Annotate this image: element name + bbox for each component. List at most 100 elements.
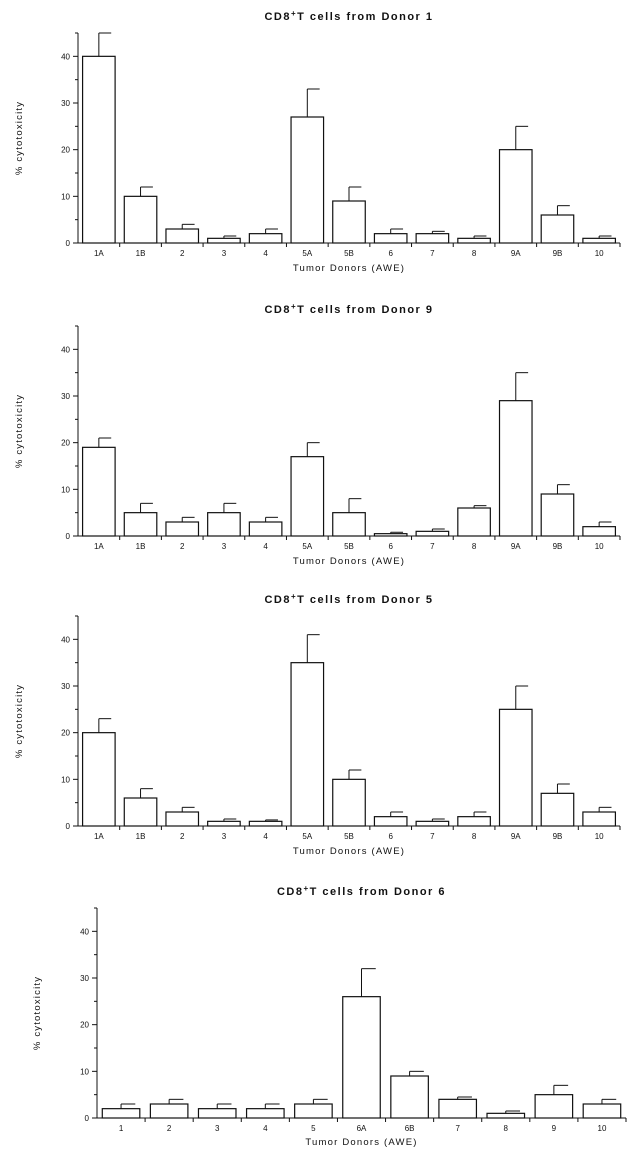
x-tick-label: 4	[263, 249, 268, 258]
y-tick-label: 40	[61, 635, 70, 644]
bar	[540, 214, 575, 244]
chart-panel-3: CD8+T cells from Donor 5 0 10 20 30 40 % cytot…	[14, 592, 621, 857]
chart-title-main: CD8	[264, 11, 291, 23]
bar	[373, 533, 408, 537]
x-tick-label: 8	[504, 1124, 509, 1133]
chart-panel-2: CD8+T cells from Donor 9 0 10 20 30 40 % cytot…	[14, 302, 621, 567]
x-tick-label: 10	[595, 249, 604, 258]
bar	[332, 512, 366, 537]
x-tick-label: 9A	[511, 249, 521, 258]
y-tick-label: 0	[85, 1114, 90, 1123]
y-tick-label: 40	[80, 927, 89, 936]
chart-title-superscript: +	[291, 9, 297, 18]
x-tick-label: 3	[215, 1124, 220, 1133]
chart-title-main: CD8	[264, 594, 291, 606]
x-tick-label: 4	[263, 1124, 268, 1133]
bar	[457, 507, 491, 537]
x-tick-label: 5	[311, 1124, 316, 1133]
x-tick-label: 5A	[302, 832, 312, 841]
bar	[582, 237, 617, 244]
bar	[81, 446, 116, 537]
x-tick-label: 5B	[344, 249, 354, 258]
bar	[81, 732, 116, 827]
bar	[207, 512, 241, 537]
y-axis-label: % cytotoxicity	[14, 684, 25, 758]
x-axis-label: Tumor Donors (AWE)	[305, 1137, 417, 1148]
y-tick-label: 10	[80, 1067, 89, 1076]
y-tick-label: 10	[61, 485, 70, 494]
chart-title: CD8+T cells from Donor 6	[277, 884, 446, 898]
bar	[415, 820, 450, 827]
x-tick-label: 6	[388, 249, 393, 258]
bar	[248, 521, 283, 537]
x-tick-label: 3	[222, 249, 227, 258]
x-tick-label: 7	[430, 832, 435, 841]
x-tick-label: 1A	[94, 542, 104, 551]
chart-title-rest: T cells from Donor 1	[297, 11, 433, 23]
bar	[457, 816, 491, 827]
x-axis-label: Tumor Donors (AWE)	[293, 556, 405, 567]
x-tick-label: 1A	[94, 249, 104, 258]
bar	[81, 55, 116, 244]
y-tick-label: 30	[61, 682, 70, 691]
y-tick-label: 30	[80, 974, 89, 983]
x-tick-label: 8	[472, 542, 477, 551]
bar	[207, 820, 241, 827]
bar	[390, 1075, 429, 1119]
bar	[582, 811, 617, 827]
x-tick-label: 9	[552, 1124, 557, 1133]
x-tick-label: 6	[388, 542, 393, 551]
bar	[248, 820, 283, 827]
x-tick-label: 1B	[136, 832, 146, 841]
bar	[165, 228, 200, 244]
bar	[438, 1098, 478, 1119]
x-tick-label: 5A	[302, 542, 312, 551]
y-tick-label: 0	[66, 532, 71, 541]
x-tick-label: 10	[595, 542, 604, 551]
bar	[165, 521, 200, 537]
x-tick-label: 1B	[136, 249, 146, 258]
bar	[457, 237, 491, 244]
bar	[342, 996, 381, 1119]
bar	[123, 512, 158, 537]
chart-title: CD8+T cells from Donor 1	[264, 9, 433, 23]
x-tick-label: 5A	[302, 249, 312, 258]
chart-title: CD8+T cells from Donor 9	[264, 302, 433, 316]
bar	[534, 1094, 574, 1119]
bar	[498, 708, 533, 827]
x-tick-label: 7	[430, 249, 435, 258]
bar	[207, 237, 241, 244]
x-tick-label: 7	[430, 542, 435, 551]
chart-panel-1: CD8+T cells from Donor 1 0 10 20 30 40 % cytot…	[14, 9, 621, 274]
chart-title: CD8+T cells from Donor 5	[264, 592, 433, 606]
x-tick-label: 6B	[405, 1124, 415, 1133]
chart-title-rest: T cells from Donor 5	[297, 594, 433, 606]
chart-title-superscript: +	[291, 302, 297, 311]
bar	[123, 797, 158, 827]
y-axis-label: % cytotoxicity	[32, 976, 43, 1050]
bar	[540, 493, 575, 537]
x-tick-label: 4	[263, 832, 268, 841]
bar	[540, 792, 575, 827]
x-tick-label: 2	[180, 832, 185, 841]
x-tick-label: 9B	[553, 542, 563, 551]
x-tick-label: 10	[598, 1124, 607, 1133]
x-tick-label: 6A	[357, 1124, 367, 1133]
bar	[294, 1103, 333, 1119]
bar	[101, 1108, 141, 1119]
chart-title-rest: T cells from Donor 9	[297, 304, 433, 316]
x-tick-label: 1A	[94, 832, 104, 841]
bar	[332, 778, 366, 827]
x-tick-label: 2	[180, 542, 185, 551]
bar	[415, 233, 450, 244]
chart-title-superscript: +	[303, 884, 309, 893]
x-tick-label: 6	[388, 832, 393, 841]
x-tick-label: 9B	[553, 249, 563, 258]
chart-title-main: CD8	[264, 304, 291, 316]
x-tick-label: 9A	[511, 542, 521, 551]
x-tick-label: 9B	[553, 832, 563, 841]
chart-title-rest: T cells from Donor 6	[310, 886, 446, 898]
y-tick-label: 0	[66, 822, 71, 831]
bar	[290, 456, 325, 537]
